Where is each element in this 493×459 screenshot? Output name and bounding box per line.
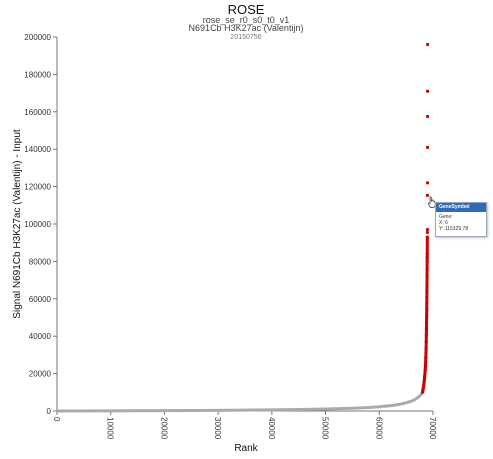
x-tick-label: 0 bbox=[52, 417, 61, 422]
x-tick-label: 30000 bbox=[213, 417, 222, 440]
data-point[interactable] bbox=[425, 289, 429, 293]
tooltip-x: X: 6 bbox=[439, 220, 448, 226]
data-point[interactable] bbox=[425, 259, 429, 263]
series-layer bbox=[56, 42, 430, 413]
y-tick-label: 60000 bbox=[29, 295, 52, 304]
data-point[interactable] bbox=[423, 364, 428, 368]
data-point[interactable] bbox=[424, 360, 428, 364]
data-point[interactable] bbox=[424, 333, 428, 337]
data-point[interactable] bbox=[425, 89, 430, 93]
data-point[interactable] bbox=[425, 114, 430, 119]
data-point[interactable] bbox=[425, 181, 430, 185]
chart-subtitle-date: 20150756 bbox=[230, 34, 261, 41]
y-tick-label: 40000 bbox=[29, 332, 52, 341]
y-tick-label: 140000 bbox=[24, 145, 51, 154]
x-tick-label: 20000 bbox=[159, 417, 168, 440]
data-point[interactable] bbox=[422, 377, 427, 381]
x-tick-label: 10000 bbox=[106, 417, 115, 440]
data-point[interactable] bbox=[425, 307, 429, 311]
hand-cursor-icon bbox=[427, 195, 437, 208]
y-axis-label: Signal N691Cb H3K27ac (Valentijn) - Inpu… bbox=[12, 129, 23, 319]
data-point[interactable] bbox=[424, 351, 428, 355]
data-point[interactable] bbox=[425, 274, 429, 278]
tooltip-title: GeneSymbol bbox=[436, 203, 486, 212]
x-axis-label: Rank bbox=[234, 443, 258, 454]
data-point[interactable] bbox=[424, 327, 429, 331]
data-point[interactable] bbox=[423, 374, 427, 379]
data-point-tooltip: GeneSymbol Gene: X: 6 Y: 115329.78 bbox=[435, 202, 487, 237]
data-point[interactable] bbox=[423, 368, 427, 372]
y-tick-label: 160000 bbox=[24, 108, 51, 117]
y-axis-ticks: 0 20000 40000 60000 80000 100000 120000 140000 1… bbox=[24, 33, 57, 416]
y-tick-label: 100000 bbox=[24, 220, 51, 229]
data-point[interactable] bbox=[425, 295, 429, 299]
data-point[interactable] bbox=[424, 340, 428, 344]
data-point[interactable] bbox=[425, 228, 430, 232]
data-point[interactable] bbox=[422, 382, 426, 386]
x-tick-label: 70000 bbox=[428, 417, 437, 440]
data-point[interactable] bbox=[425, 145, 430, 149]
data-point[interactable] bbox=[423, 372, 427, 376]
tooltip-gene: Gene: bbox=[439, 214, 453, 220]
y-tick-label: 0 bbox=[47, 407, 52, 416]
data-point[interactable] bbox=[425, 252, 429, 256]
data-point[interactable] bbox=[424, 320, 429, 324]
chart-subtitle-sample: N691Cb H3K27ac (Valentijn) bbox=[189, 23, 304, 33]
data-point[interactable] bbox=[425, 285, 429, 289]
data-point[interactable] bbox=[425, 193, 430, 197]
x-axis-ticks: 0 10000 20000 30000 40000 50000 60000 70000 bbox=[52, 411, 437, 440]
chart-title: ROSE bbox=[228, 2, 265, 17]
y-tick-label: 80000 bbox=[29, 257, 52, 266]
series-below-threshold bbox=[56, 392, 424, 413]
data-point[interactable] bbox=[424, 356, 428, 360]
data-point[interactable] bbox=[424, 345, 428, 350]
y-tick-label: 180000 bbox=[24, 70, 51, 79]
chart-subtitle: rose_se_r0_s0_t0_v1 bbox=[203, 15, 290, 25]
y-tick-label: 120000 bbox=[24, 183, 51, 192]
x-tick-label: 40000 bbox=[267, 417, 276, 440]
tooltip-y: Y: 115329.78 bbox=[439, 226, 469, 232]
series-line bbox=[56, 392, 424, 413]
series-super-enhancers bbox=[420, 42, 430, 394]
data-point[interactable] bbox=[425, 300, 429, 305]
data-point[interactable] bbox=[425, 230, 429, 235]
data-point[interactable] bbox=[425, 314, 429, 318]
data-point[interactable] bbox=[425, 267, 429, 271]
data-point[interactable] bbox=[425, 256, 429, 260]
data-point[interactable] bbox=[426, 42, 430, 47]
y-tick-label: 200000 bbox=[24, 33, 51, 42]
y-tick-label: 20000 bbox=[29, 370, 52, 379]
data-point[interactable] bbox=[425, 235, 429, 239]
x-tick-label: 50000 bbox=[321, 417, 330, 440]
x-tick-label: 60000 bbox=[374, 417, 383, 440]
